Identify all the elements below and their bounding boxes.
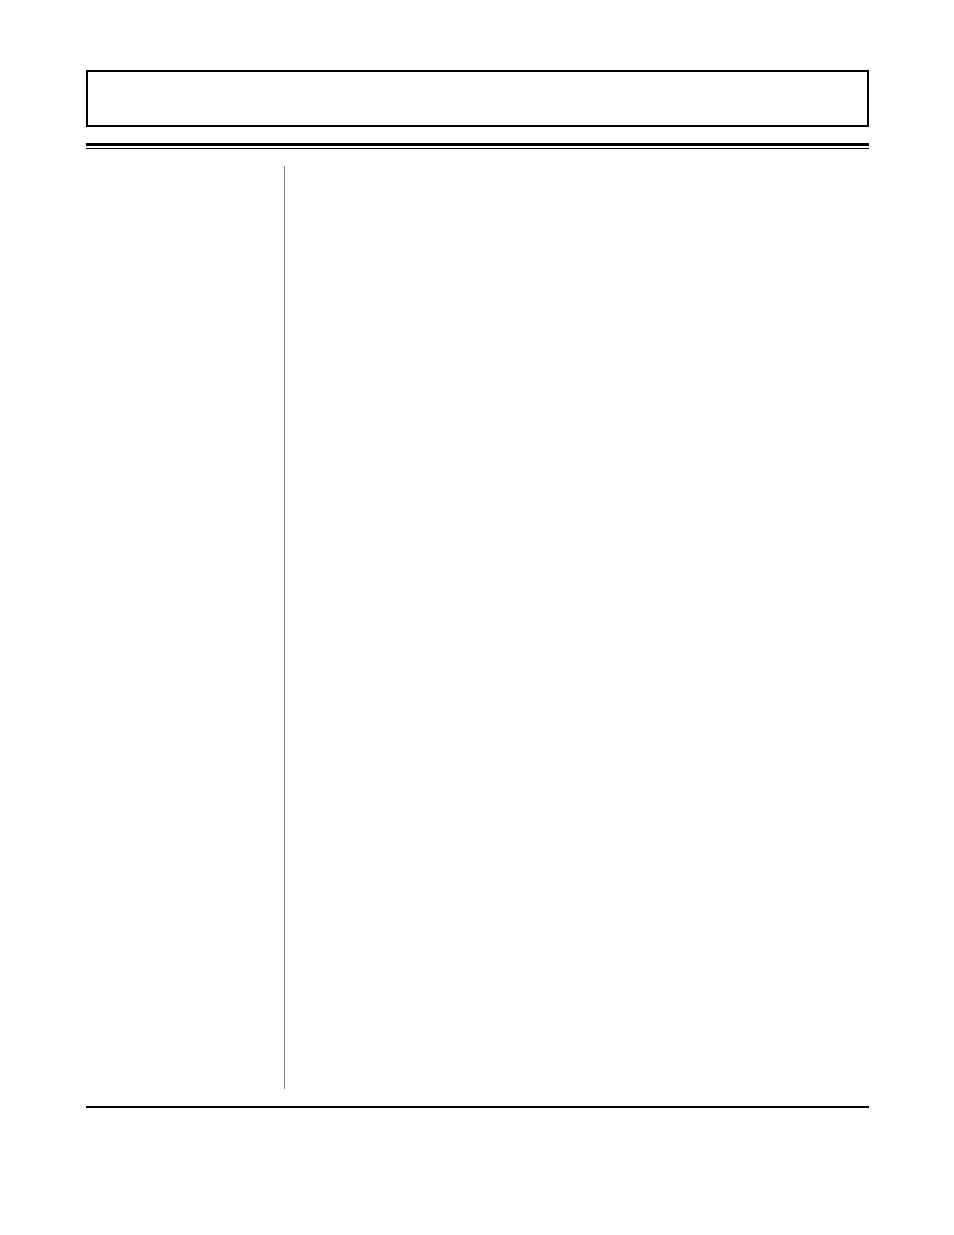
title-box bbox=[86, 70, 869, 127]
right-column bbox=[286, 166, 869, 1089]
left-column bbox=[86, 166, 283, 1089]
content-area bbox=[86, 166, 869, 1089]
bottom-rule-divider bbox=[86, 1106, 869, 1108]
page-container bbox=[86, 70, 869, 1108]
double-rule-divider bbox=[86, 143, 869, 149]
vertical-divider bbox=[284, 166, 285, 1089]
